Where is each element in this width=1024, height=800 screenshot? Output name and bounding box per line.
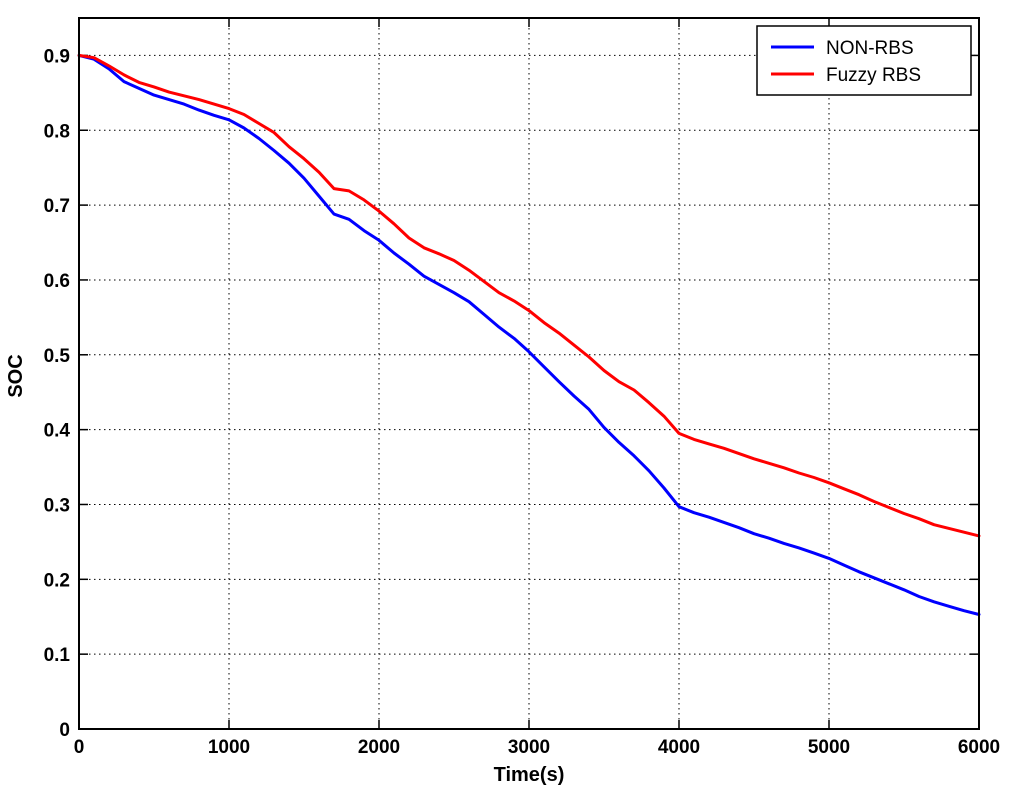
y-tick-label: 0.9 (44, 46, 70, 67)
y-tick-label: 0.7 (44, 196, 70, 217)
y-tick-label: 0.6 (44, 271, 70, 292)
legend-label-fuzzy-rbs: Fuzzy RBS (826, 65, 921, 86)
x-tick-labels: 0 1000 2000 3000 4000 5000 6000 (74, 737, 1000, 758)
y-tick-label: 0.8 (44, 121, 70, 142)
x-axis-label: Time(s) (494, 764, 565, 786)
x-tick-label: 4000 (658, 737, 700, 758)
x-tick-label: 2000 (358, 737, 400, 758)
data-series (77, 53, 981, 616)
legend-label-non-rbs: NON-RBS (826, 38, 914, 59)
series-line-non-rbs (77, 53, 981, 616)
y-tick-label: 0.4 (44, 421, 71, 442)
x-tick-label: 6000 (958, 737, 1000, 758)
y-tick-label: 0.3 (44, 495, 70, 516)
y-tick-label: 0 (59, 720, 70, 741)
x-tick-label: 1000 (208, 737, 250, 758)
x-tick-label: 0 (74, 737, 85, 758)
y-tick-label: 0.2 (44, 570, 70, 591)
y-tick-labels: 0 0.1 0.2 0.3 0.4 0.5 0.6 0.7 0.8 0.9 (44, 46, 71, 741)
y-axis-label: SOC (5, 354, 27, 397)
series-line-fuzzy-rbs (77, 53, 981, 538)
x-tick-label: 3000 (508, 737, 550, 758)
y-tick-label: 0.5 (44, 346, 71, 367)
y-tick-label: 0.1 (44, 645, 71, 666)
x-tick-label: 5000 (808, 737, 850, 758)
legend: NON-RBS Fuzzy RBS (756, 25, 972, 96)
plot-frame (78, 17, 980, 730)
legend-box (756, 25, 972, 96)
